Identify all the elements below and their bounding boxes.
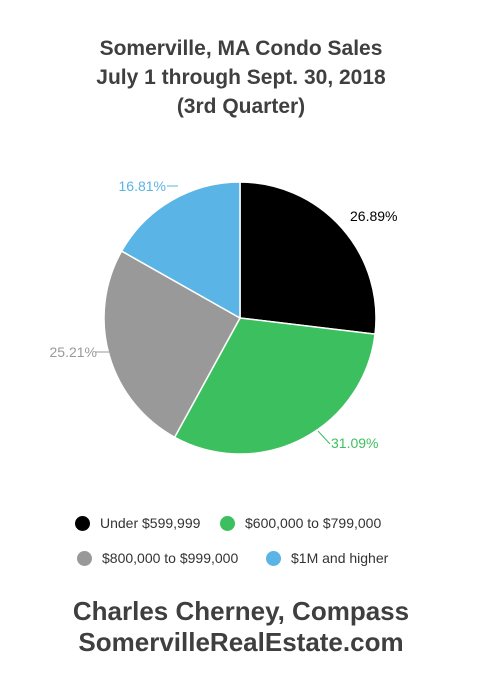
title-line-2: July 1 through Sept. 30, 2018 [96, 66, 386, 89]
pie-slice-800-000-to-999-000 [103, 250, 242, 439]
footer-website: SomervilleRealEstate.com [78, 627, 404, 657]
data-label-1m-and-higher: 16.81% [119, 178, 166, 194]
data-label-under-599-999: 26.89% [350, 208, 397, 224]
legend-swatch-600000-799000 [220, 515, 235, 531]
legend-swatch-800000-999000 [77, 550, 92, 566]
leader-line-600-000-to-799-000 [317, 430, 331, 445]
legend-item-under-599999: Under $599,999 [75, 512, 200, 534]
pie-slice-under-599-999 [239, 181, 377, 335]
title-line-1: Somerville, MA Condo Sales [99, 37, 383, 60]
legend-label-600000-799000: $600,000 to $799,000 [245, 515, 382, 531]
pie-chart: 26.89% 31.09% 25.21% 16.81% [50, 178, 397, 455]
legend-label-1m-and-higher: $1M and higher [291, 550, 389, 566]
legend-item-800000-999000: $800,000 to $999,000 [77, 547, 238, 569]
legend-label-under-599999: Under $599,999 [100, 515, 201, 531]
title-line-3: (3rd Quarter) [176, 95, 306, 118]
legend-swatch-under-599999 [75, 515, 90, 531]
footer-credit: Charles Cherney, Compass [72, 596, 410, 626]
data-label-600-000-to-799-000: 31.09% [331, 435, 378, 451]
pie-slice-1m-and-higher [120, 181, 241, 320]
legend-swatch-1m-and-higher [266, 550, 281, 566]
legend-item-1m-and-higher: $1M and higher [266, 547, 388, 569]
data-label-800-000-to-999-000: 25.21% [50, 344, 97, 360]
legend-item-600000-799000: $600,000 to $799,000 [220, 512, 381, 534]
footer: Charles Cherney, Compass SomervilleRealE… [0, 596, 482, 658]
pie-slice-600-000-to-799-000 [173, 317, 376, 455]
legend-label-800000-999000: $800,000 to $999,000 [102, 550, 239, 566]
chart-title: Somerville, MA Condo Sales July 1 throug… [0, 34, 482, 121]
